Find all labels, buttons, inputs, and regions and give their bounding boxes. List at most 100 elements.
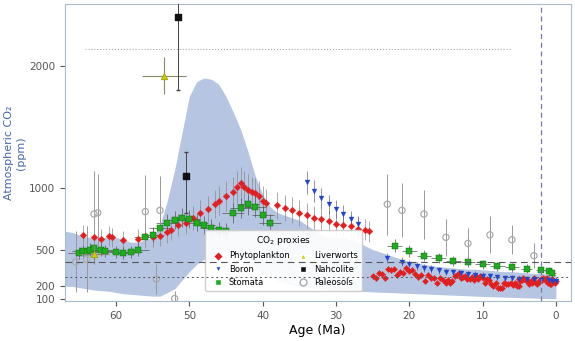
Point <box>280 205 289 211</box>
Point <box>353 221 362 226</box>
Point <box>450 273 459 279</box>
Point <box>185 216 194 222</box>
Point <box>423 272 432 278</box>
Point <box>528 279 538 284</box>
Point <box>547 276 557 281</box>
Point <box>133 247 143 252</box>
Point <box>82 249 91 255</box>
Point <box>159 73 168 78</box>
Point <box>542 275 551 281</box>
Point <box>530 275 539 280</box>
Point <box>346 224 355 229</box>
Point <box>324 219 333 224</box>
Point <box>545 282 554 287</box>
Point <box>454 270 463 275</box>
Point <box>536 267 546 272</box>
Point <box>434 268 443 273</box>
Point <box>530 253 539 258</box>
Point <box>476 274 485 279</box>
Point <box>532 281 542 287</box>
Point <box>520 277 529 282</box>
Point <box>141 235 150 240</box>
Point <box>396 269 405 275</box>
Point <box>166 227 175 233</box>
Point <box>265 220 274 225</box>
Point <box>214 227 223 233</box>
Point <box>181 173 190 179</box>
Point <box>478 276 487 281</box>
Point <box>429 275 438 281</box>
Point <box>547 270 557 276</box>
Point <box>442 281 451 286</box>
Point <box>390 243 399 249</box>
Point <box>365 228 374 234</box>
Point <box>251 191 260 196</box>
Point <box>427 266 436 272</box>
Point <box>346 216 355 222</box>
Point <box>163 230 172 235</box>
Point <box>170 296 179 301</box>
Point <box>189 215 198 220</box>
Point <box>174 222 183 228</box>
Point <box>522 277 531 283</box>
Point <box>317 216 326 222</box>
Point <box>504 281 513 286</box>
Point <box>544 268 553 274</box>
Point <box>516 278 525 283</box>
Point <box>502 281 511 287</box>
Point <box>541 279 550 284</box>
Point <box>515 277 524 282</box>
Point <box>443 278 453 283</box>
Point <box>486 282 496 287</box>
Point <box>371 276 380 281</box>
Point <box>104 233 113 239</box>
Point <box>232 184 242 190</box>
Point <box>519 276 528 281</box>
Point <box>534 280 543 285</box>
Point <box>551 279 561 284</box>
Point <box>112 249 121 255</box>
Point <box>89 246 98 251</box>
Point <box>210 202 220 207</box>
Point <box>474 276 483 282</box>
Point <box>155 208 164 213</box>
Point <box>540 277 549 282</box>
Point <box>478 262 487 267</box>
Point <box>448 269 458 275</box>
Point <box>397 208 407 213</box>
Point <box>236 205 245 211</box>
Point <box>288 208 297 213</box>
Point <box>353 226 362 232</box>
Point <box>506 280 515 285</box>
Point <box>309 188 319 193</box>
Point <box>456 270 465 276</box>
X-axis label: Age (Ma): Age (Ma) <box>289 324 346 337</box>
Point <box>527 280 536 285</box>
Point <box>82 257 91 262</box>
Point <box>538 277 547 283</box>
Point <box>457 275 466 280</box>
Point <box>512 283 522 289</box>
Point <box>485 277 494 283</box>
Point <box>71 259 80 265</box>
Point <box>489 283 498 289</box>
Point <box>97 236 106 241</box>
Point <box>163 220 172 225</box>
Point <box>192 220 201 225</box>
Point <box>141 209 150 214</box>
Point <box>118 251 128 256</box>
Point <box>442 269 451 275</box>
Point <box>401 265 411 270</box>
Point <box>544 278 553 283</box>
Point <box>459 275 468 280</box>
Point <box>389 267 398 272</box>
Point <box>214 198 223 203</box>
Point <box>507 237 516 242</box>
Point <box>148 235 157 240</box>
Point <box>420 278 429 284</box>
Point <box>258 198 267 203</box>
Point <box>221 193 231 198</box>
Point <box>491 280 500 286</box>
Point <box>448 258 458 263</box>
Point <box>452 272 461 278</box>
